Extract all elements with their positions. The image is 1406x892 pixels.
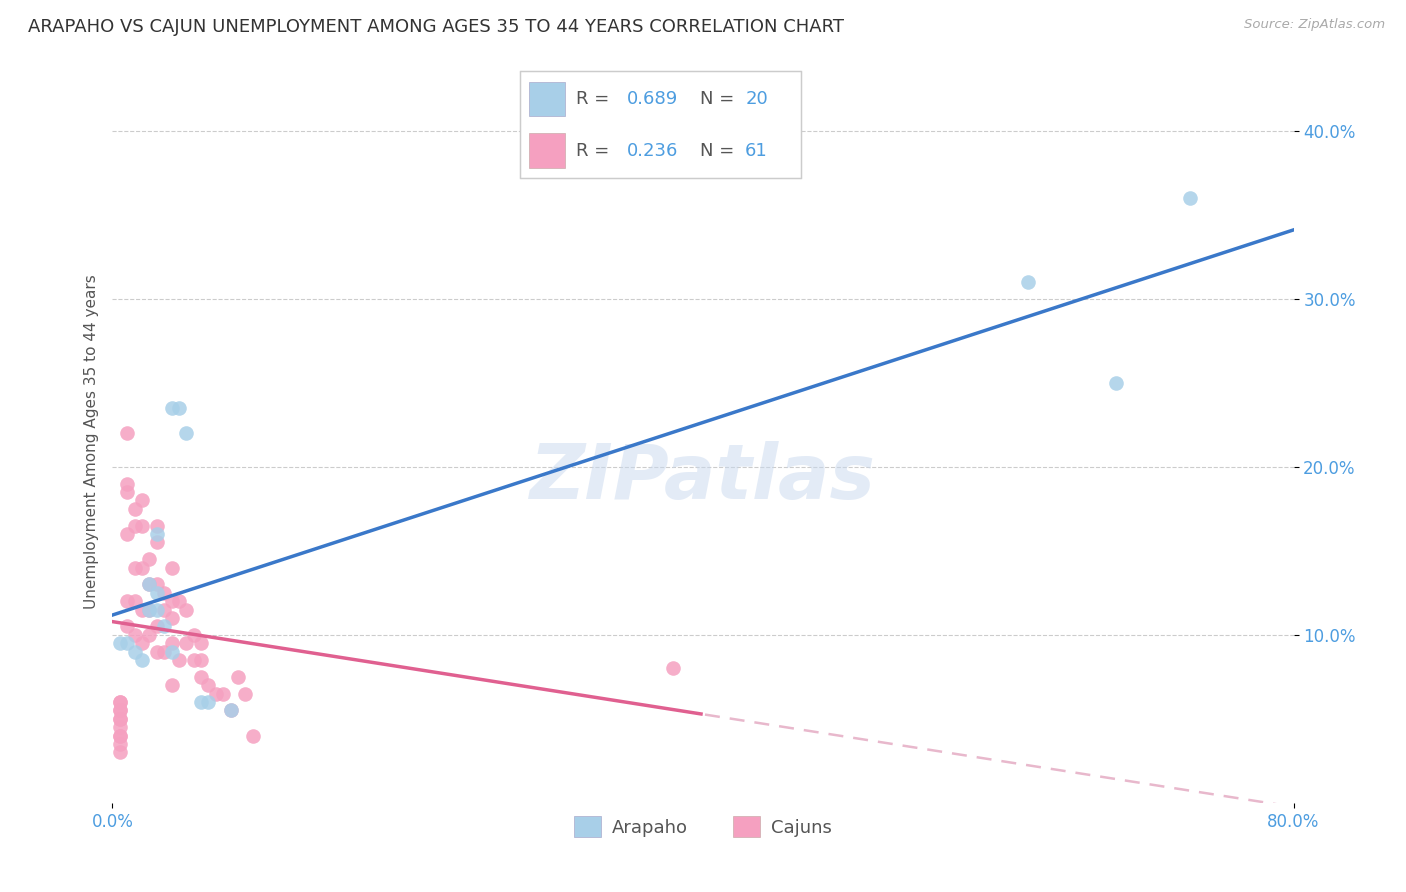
- Point: [108, 695, 131, 709]
- Point: [108, 712, 131, 726]
- Point: [138, 552, 160, 566]
- Point: [174, 426, 197, 441]
- Point: [108, 636, 131, 650]
- Point: [131, 518, 153, 533]
- Point: [1105, 376, 1128, 390]
- Point: [160, 560, 183, 574]
- Point: [167, 401, 190, 415]
- Point: [146, 535, 169, 549]
- Text: N =: N =: [700, 90, 740, 108]
- Point: [153, 644, 176, 658]
- Point: [131, 602, 153, 616]
- Point: [212, 687, 235, 701]
- Point: [242, 729, 264, 743]
- Point: [190, 670, 212, 684]
- Point: [219, 703, 242, 717]
- Point: [138, 602, 160, 616]
- Point: [174, 602, 197, 616]
- Point: [108, 703, 131, 717]
- FancyBboxPatch shape: [529, 134, 565, 168]
- Point: [160, 594, 183, 608]
- Point: [117, 594, 138, 608]
- Point: [146, 619, 169, 633]
- Y-axis label: Unemployment Among Ages 35 to 44 years: Unemployment Among Ages 35 to 44 years: [83, 274, 98, 609]
- Text: 0.689: 0.689: [627, 90, 678, 108]
- Text: R =: R =: [576, 90, 616, 108]
- Point: [131, 493, 153, 508]
- Point: [190, 653, 212, 667]
- Point: [146, 577, 169, 591]
- Text: R =: R =: [576, 142, 616, 160]
- Point: [146, 586, 169, 600]
- Point: [117, 426, 138, 441]
- Point: [124, 518, 146, 533]
- Point: [190, 636, 212, 650]
- Text: N =: N =: [700, 142, 740, 160]
- Point: [124, 560, 146, 574]
- Point: [131, 653, 153, 667]
- Point: [117, 619, 138, 633]
- Point: [197, 695, 219, 709]
- Point: [131, 636, 153, 650]
- Text: 20: 20: [745, 90, 768, 108]
- Point: [205, 687, 228, 701]
- Point: [146, 527, 169, 541]
- Point: [153, 586, 176, 600]
- Point: [108, 737, 131, 751]
- Point: [160, 401, 183, 415]
- Point: [662, 661, 685, 675]
- Point: [108, 703, 131, 717]
- Point: [167, 594, 190, 608]
- Point: [138, 628, 160, 642]
- Point: [1178, 191, 1201, 205]
- FancyBboxPatch shape: [529, 82, 565, 116]
- Point: [124, 501, 146, 516]
- Point: [153, 619, 176, 633]
- Point: [117, 476, 138, 491]
- Point: [160, 636, 183, 650]
- Point: [124, 594, 146, 608]
- Point: [197, 678, 219, 692]
- Point: [117, 485, 138, 500]
- Point: [183, 653, 205, 667]
- Point: [138, 577, 160, 591]
- Point: [146, 644, 169, 658]
- Point: [1017, 275, 1039, 289]
- Point: [108, 695, 131, 709]
- Point: [146, 518, 169, 533]
- Point: [160, 678, 183, 692]
- Text: ZIPatlas: ZIPatlas: [530, 441, 876, 515]
- Point: [174, 636, 197, 650]
- Text: 61: 61: [745, 142, 768, 160]
- Point: [117, 527, 138, 541]
- Point: [108, 712, 131, 726]
- Point: [167, 653, 190, 667]
- Text: Source: ZipAtlas.com: Source: ZipAtlas.com: [1244, 18, 1385, 31]
- Text: ARAPAHO VS CAJUN UNEMPLOYMENT AMONG AGES 35 TO 44 YEARS CORRELATION CHART: ARAPAHO VS CAJUN UNEMPLOYMENT AMONG AGES…: [28, 18, 844, 36]
- Point: [117, 636, 138, 650]
- Point: [108, 720, 131, 734]
- Point: [131, 560, 153, 574]
- Point: [138, 602, 160, 616]
- Legend: Arapaho, Cajuns: Arapaho, Cajuns: [567, 809, 839, 845]
- Point: [190, 695, 212, 709]
- Point: [146, 602, 169, 616]
- Point: [138, 577, 160, 591]
- Point: [160, 611, 183, 625]
- Text: 0.236: 0.236: [627, 142, 679, 160]
- Point: [108, 729, 131, 743]
- Point: [124, 644, 146, 658]
- Point: [108, 729, 131, 743]
- Point: [153, 602, 176, 616]
- Point: [108, 745, 131, 759]
- Point: [124, 628, 146, 642]
- Point: [233, 687, 256, 701]
- Point: [183, 628, 205, 642]
- Point: [219, 703, 242, 717]
- Point: [226, 670, 249, 684]
- Point: [160, 644, 183, 658]
